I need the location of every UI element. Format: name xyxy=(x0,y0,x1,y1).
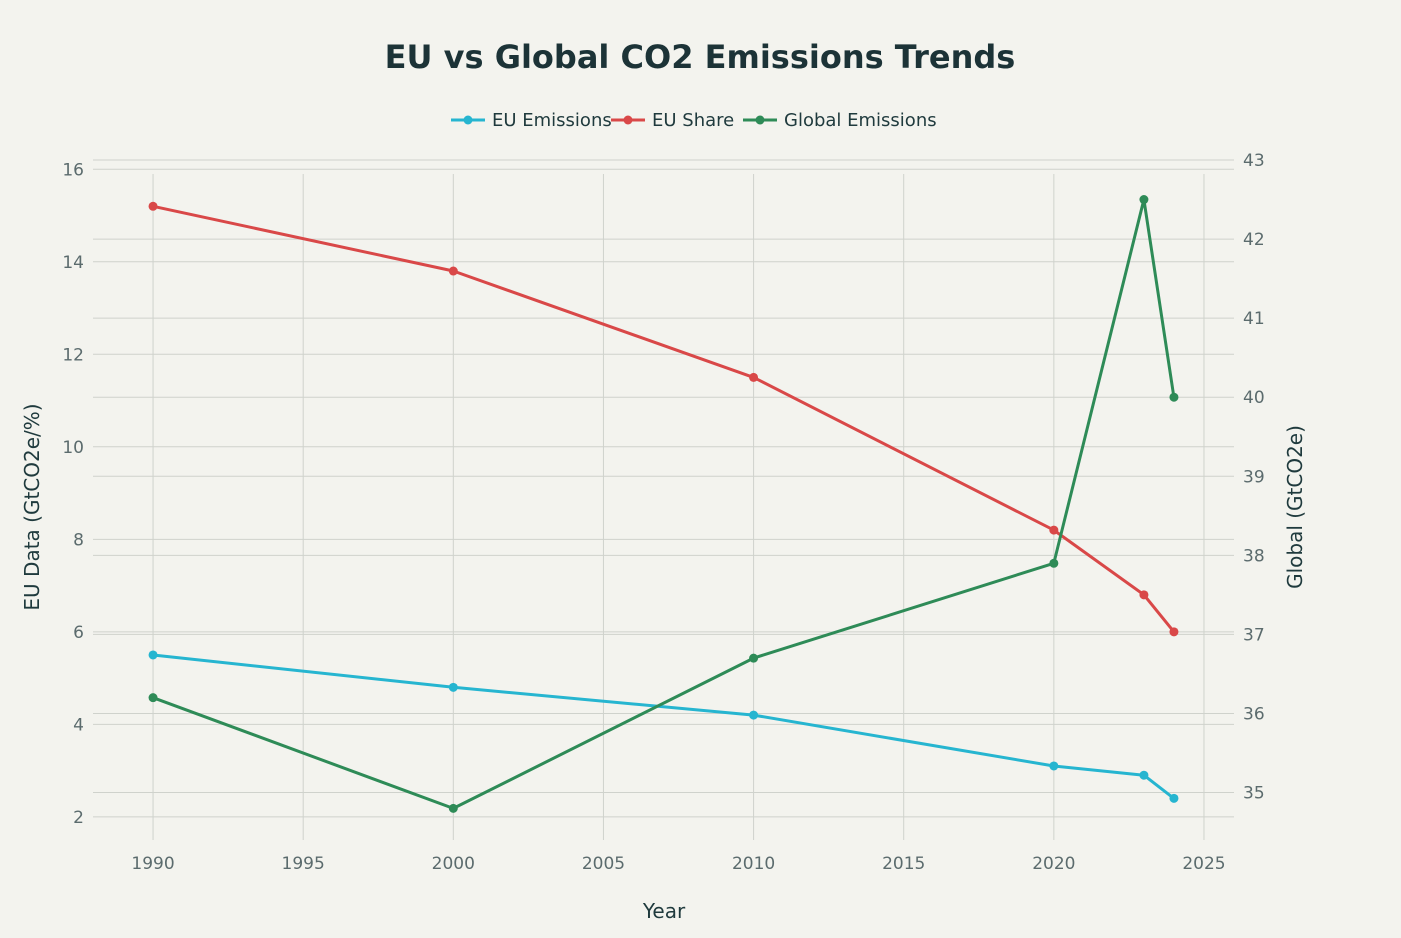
y-right-tick-label: 41 xyxy=(1243,309,1265,329)
x-tick-label: 2005 xyxy=(582,854,625,874)
y-right-tick-label: 36 xyxy=(1243,704,1265,724)
global-emissions-point xyxy=(749,653,759,663)
legend-eu-share-label: EU Share xyxy=(652,110,734,131)
eu-share-point xyxy=(749,372,759,382)
y-left-tick-label: 4 xyxy=(73,715,84,735)
eu-share-point xyxy=(148,201,158,211)
eu-share-point xyxy=(448,266,458,276)
y-axis-right-title: Global (GtCO2e) xyxy=(1283,425,1307,589)
eu-emissions-point xyxy=(448,682,458,692)
global-emissions-point xyxy=(448,803,458,813)
chart-title: EU vs Global CO2 Emissions Trends xyxy=(385,38,1016,76)
eu-emissions-point xyxy=(1049,761,1059,771)
eu-share-point xyxy=(1169,627,1179,637)
x-axis-title: Year xyxy=(642,899,686,923)
x-tick-label: 2010 xyxy=(732,854,775,874)
legend-eu-share-marker xyxy=(623,115,633,125)
y-axis-left-title: EU Data (GtCO2e/%) xyxy=(20,403,44,610)
y-left-tick-label: 8 xyxy=(73,530,84,550)
y-right-tick-label: 37 xyxy=(1243,625,1265,645)
y-right-tick-label: 35 xyxy=(1243,784,1265,804)
y-left-tick-label: 10 xyxy=(62,438,84,458)
eu-emissions-line xyxy=(151,653,1176,800)
global-emissions-point xyxy=(1139,195,1149,205)
axis-ticks: 1990 1995 2000 2005 2010 2015 2020 2025 2 4 6 8 10 12… xyxy=(62,151,1264,874)
legend-global-emissions-marker xyxy=(755,115,765,125)
eu-share-line xyxy=(151,204,1176,634)
y-right-tick-label: 43 xyxy=(1243,151,1265,171)
eu-emissions-point xyxy=(749,710,759,720)
x-tick-label: 2000 xyxy=(432,854,475,874)
legend-eu-emissions-marker xyxy=(463,115,473,125)
eu-emissions-point xyxy=(1139,770,1149,780)
x-tick-label: 2020 xyxy=(1032,854,1075,874)
global-emissions-line xyxy=(151,198,1176,810)
y-left-tick-label: 6 xyxy=(73,623,84,643)
legend: EU Emissions EU Share Global Emissions xyxy=(451,110,937,131)
x-tick-label: 2015 xyxy=(882,854,925,874)
global-emissions-point xyxy=(148,693,158,703)
y-right-tick-label: 42 xyxy=(1243,230,1265,250)
legend-global-emissions-label: Global Emissions xyxy=(784,110,937,131)
global-emissions-point xyxy=(1169,392,1179,402)
x-tick-label: 1995 xyxy=(282,854,325,874)
eu-share-point xyxy=(1049,525,1059,535)
y-left-tick-label: 16 xyxy=(62,160,84,180)
eu-emissions-point xyxy=(148,650,158,660)
x-tick-label: 1990 xyxy=(131,854,174,874)
y-right-tick-label: 39 xyxy=(1243,467,1265,487)
legend-eu-emissions-label: EU Emissions xyxy=(492,110,612,131)
x-tick-label: 2025 xyxy=(1182,854,1225,874)
eu-share-point xyxy=(1139,590,1149,600)
y-left-tick-label: 2 xyxy=(73,808,84,828)
y-left-tick-label: 12 xyxy=(62,345,84,365)
y-left-tick-label: 14 xyxy=(62,253,84,273)
y-right-tick-label: 38 xyxy=(1243,546,1265,566)
y-right-tick-label: 40 xyxy=(1243,388,1265,408)
global-emissions-point xyxy=(1049,558,1059,568)
series-layer xyxy=(148,195,1179,813)
grid xyxy=(93,159,1234,840)
eu-emissions-point xyxy=(1169,793,1179,803)
